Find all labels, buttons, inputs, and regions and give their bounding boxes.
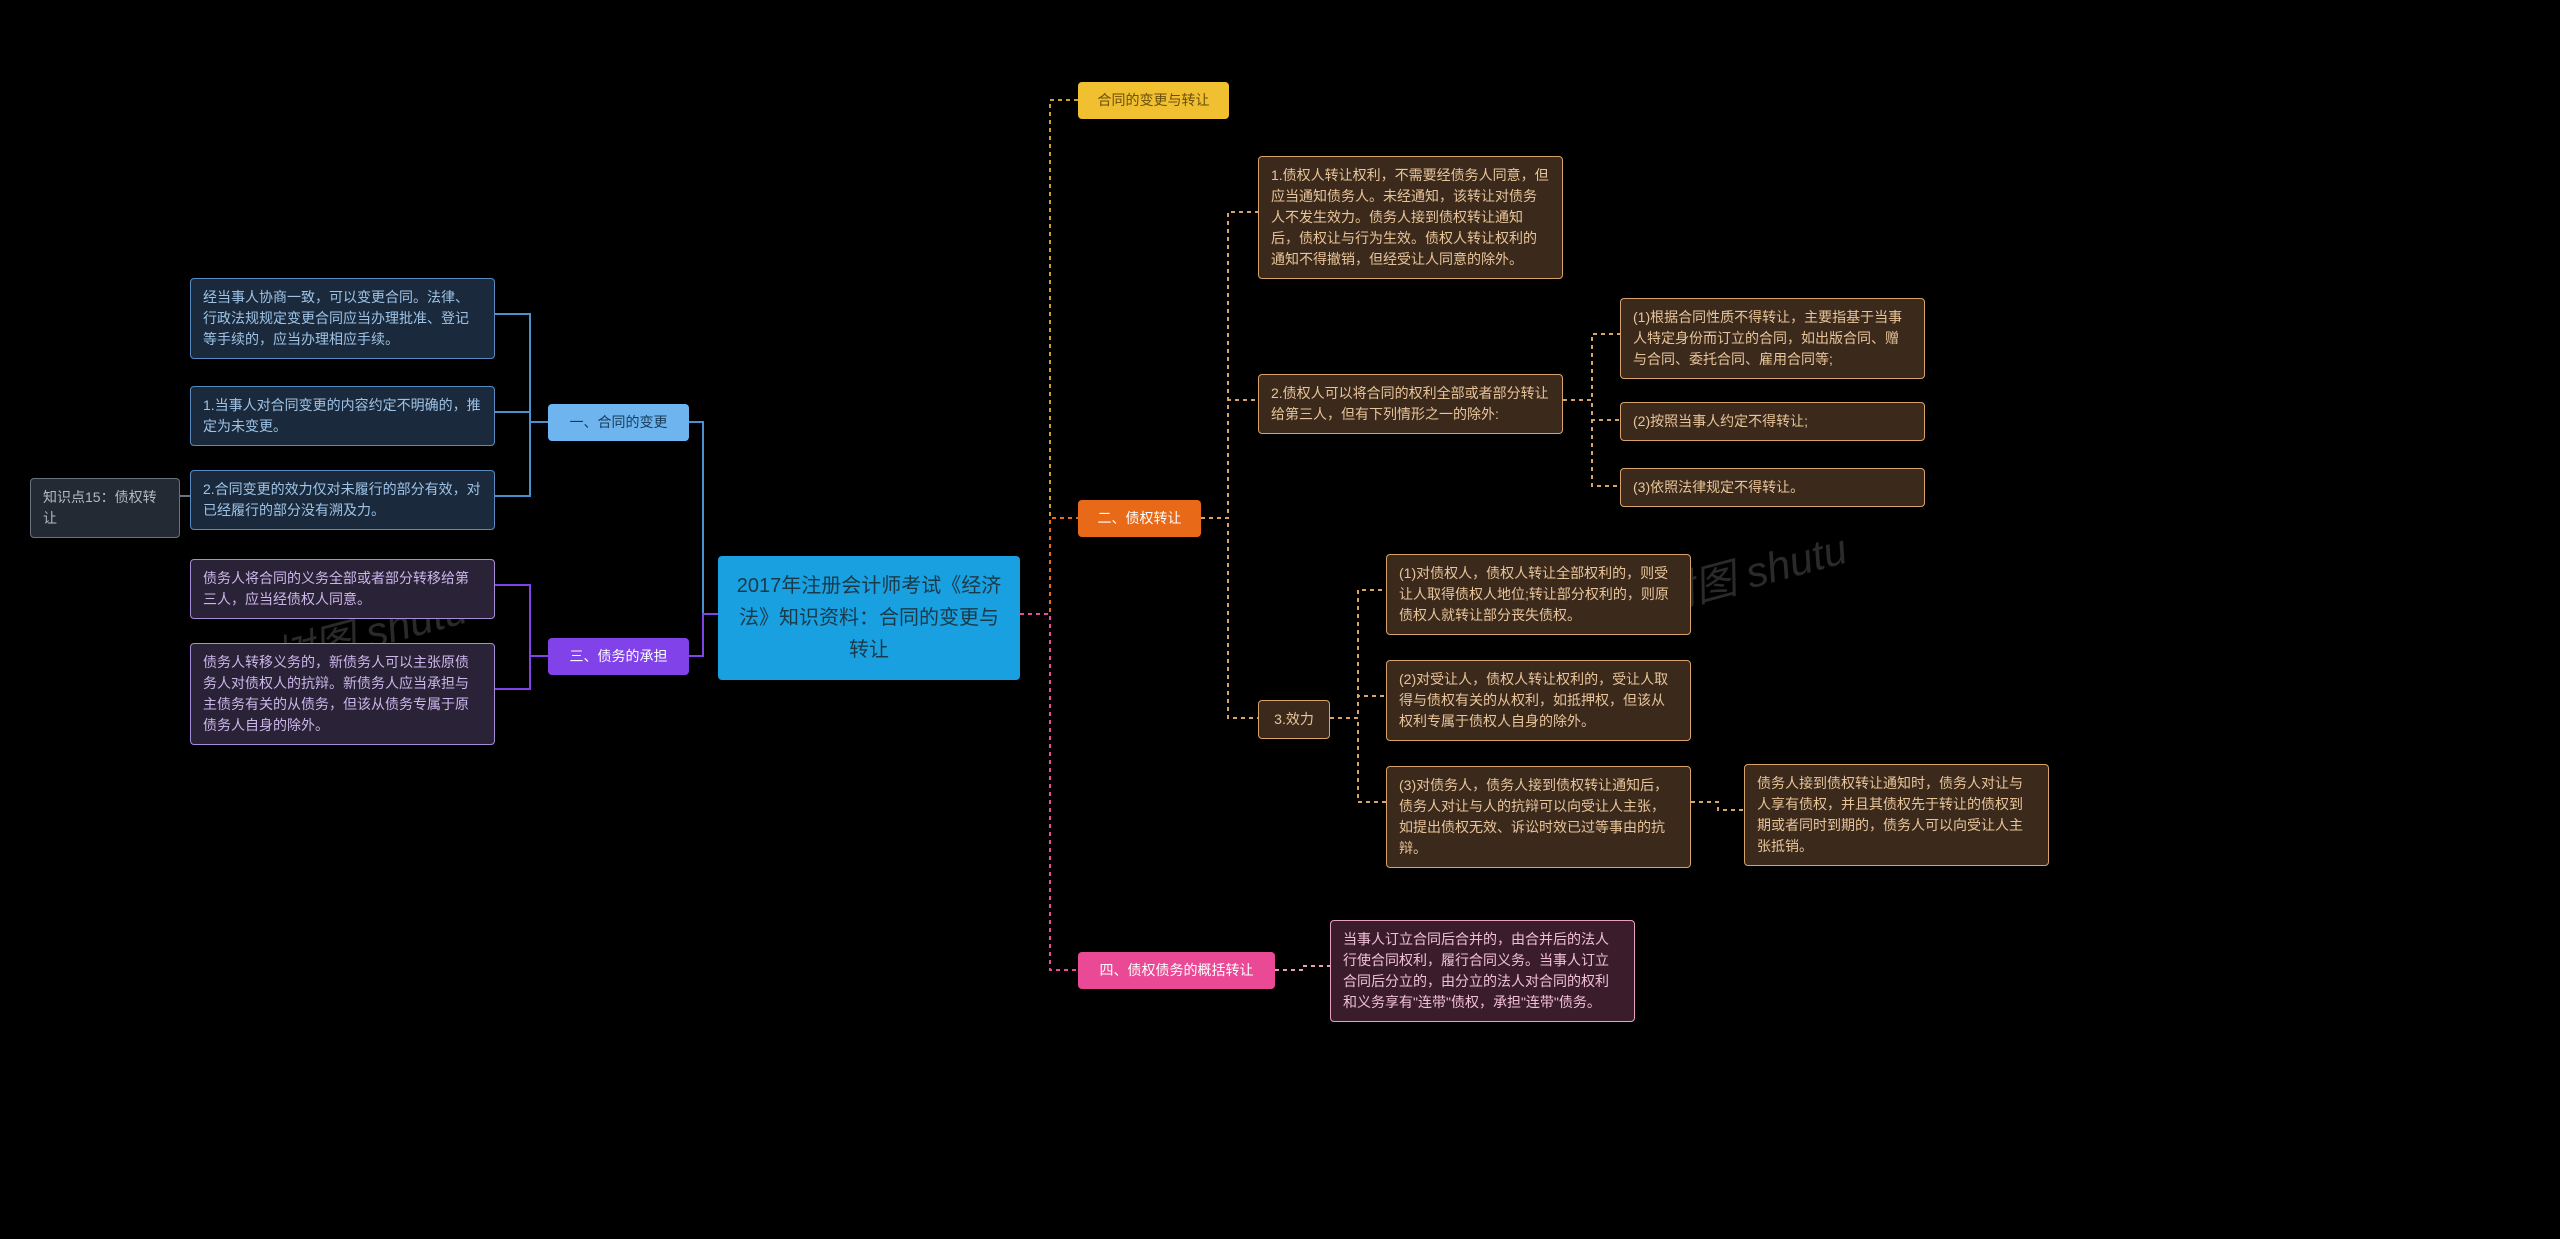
section-4-item[interactable]: 当事人订立合同后合并的，由合并后的法人行使合同权利，履行合同义务。当事人订立合同…: [1330, 920, 1635, 1022]
section-2-sub2[interactable]: (3)依照法律规定不得转让。: [1620, 468, 1925, 507]
connector-line: [1201, 212, 1258, 518]
connector-line: [1275, 966, 1330, 970]
section-2-sub3[interactable]: (1)对债权人，债权人转让全部权利的，则受让人取得债权人地位;转让部分权利的，则…: [1386, 554, 1691, 635]
section-2-sub2[interactable]: (1)根据合同性质不得转让，主要指基于当事人特定身份而订立的合同，如出版合同、赠…: [1620, 298, 1925, 379]
section-1-item[interactable]: 1.当事人对合同变更的内容约定不明确的，推定为未变更。: [190, 386, 495, 446]
connector-line: [495, 314, 548, 422]
connector-line: [1201, 400, 1258, 518]
connector-line: [1691, 802, 1744, 810]
connector-line: [1563, 400, 1620, 486]
section-3-item[interactable]: 债务人转移义务的，新债务人可以主张原债务人对债权人的抗辩。新债务人应当承担与主债…: [190, 643, 495, 745]
connector-line: [495, 656, 548, 689]
section-1-item[interactable]: 经当事人协商一致，可以变更合同。法律、行政法规规定变更合同应当办理批准、登记等手…: [190, 278, 495, 359]
connector-line: [1563, 334, 1620, 400]
section-2-item[interactable]: 1.债权人转让权利，不需要经债务人同意，但应当通知债务人。未经通知，该转让对债务…: [1258, 156, 1563, 279]
center-topic[interactable]: 2017年注册会计师考试《经济法》知识资料：合同的变更与转让: [718, 556, 1020, 680]
connector-line: [1020, 614, 1078, 970]
section-1-item[interactable]: 2.合同变更的效力仅对未履行的部分有效，对已经履行的部分没有溯及力。: [190, 470, 495, 530]
connector-line: [1020, 518, 1078, 614]
connector-line: [1330, 718, 1386, 802]
connector-line: [495, 412, 548, 422]
connector-line: [689, 614, 718, 656]
section-2-sub3[interactable]: (3)对债务人，债务人接到债权转让通知后，债务人对让与人的抗辩可以向受让人主张，…: [1386, 766, 1691, 868]
section-2-sub3-extra[interactable]: 债务人接到债权转让通知时，债务人对让与人享有债权，并且其债权先于转让的债权到期或…: [1744, 764, 2049, 866]
section-2-item[interactable]: 2.债权人可以将合同的权利全部或者部分转让给第三人，但有下列情形之一的除外:: [1258, 374, 1563, 434]
connector-line: [1201, 518, 1258, 718]
connector-line: [495, 585, 548, 656]
section-3-item[interactable]: 债务人将合同的义务全部或者部分转移给第三人，应当经债权人同意。: [190, 559, 495, 619]
section-2-sub3[interactable]: (2)对受让人，债权人转让权利的，受让人取得与债权有关的从权利，如抵押权，但该从…: [1386, 660, 1691, 741]
connector-line: [1020, 100, 1078, 614]
section-3-title[interactable]: 三、债务的承担: [548, 638, 689, 675]
section-1-extra[interactable]: 知识点15：债权转让: [30, 478, 180, 538]
connector-line: [1330, 590, 1386, 718]
section-1-title[interactable]: 一、合同的变更: [548, 404, 689, 441]
connector-line: [495, 422, 548, 496]
topic-0-title[interactable]: 合同的变更与转让: [1078, 82, 1229, 119]
section-4-title[interactable]: 四、债权债务的概括转让: [1078, 952, 1275, 989]
connector-line: [1563, 400, 1620, 420]
connector-line: [1330, 696, 1386, 718]
section-2-title[interactable]: 二、债权转让: [1078, 500, 1201, 537]
connector-line: [689, 422, 718, 614]
section-2-item[interactable]: 3.效力: [1258, 700, 1330, 739]
section-2-sub2[interactable]: (2)按照当事人约定不得转让;: [1620, 402, 1925, 441]
